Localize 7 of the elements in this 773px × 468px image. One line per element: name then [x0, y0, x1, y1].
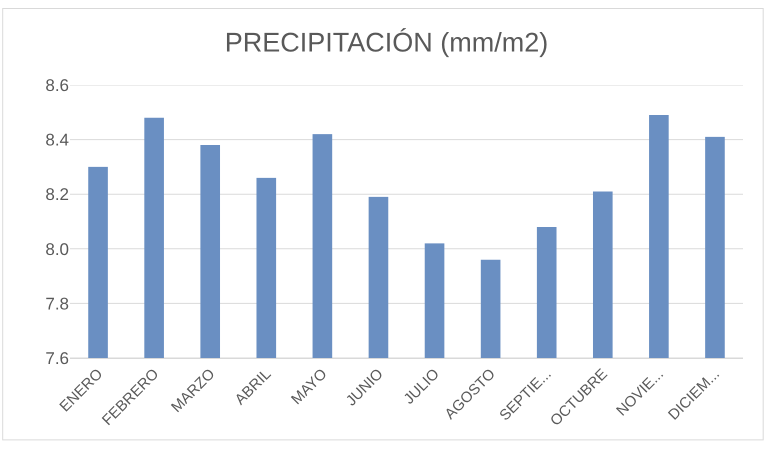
y-tick-label: 8.6: [45, 76, 69, 95]
y-tick-label: 8.4: [45, 130, 69, 150]
y-tick-label: 7.8: [45, 294, 69, 314]
y-tick-label: 8.2: [45, 185, 69, 204]
chart-title: PRECIPITACIÓN (mm/m2): [224, 28, 548, 58]
y-tick-label: 7.6: [45, 348, 69, 368]
y-tick-label: 8.0: [45, 240, 69, 259]
